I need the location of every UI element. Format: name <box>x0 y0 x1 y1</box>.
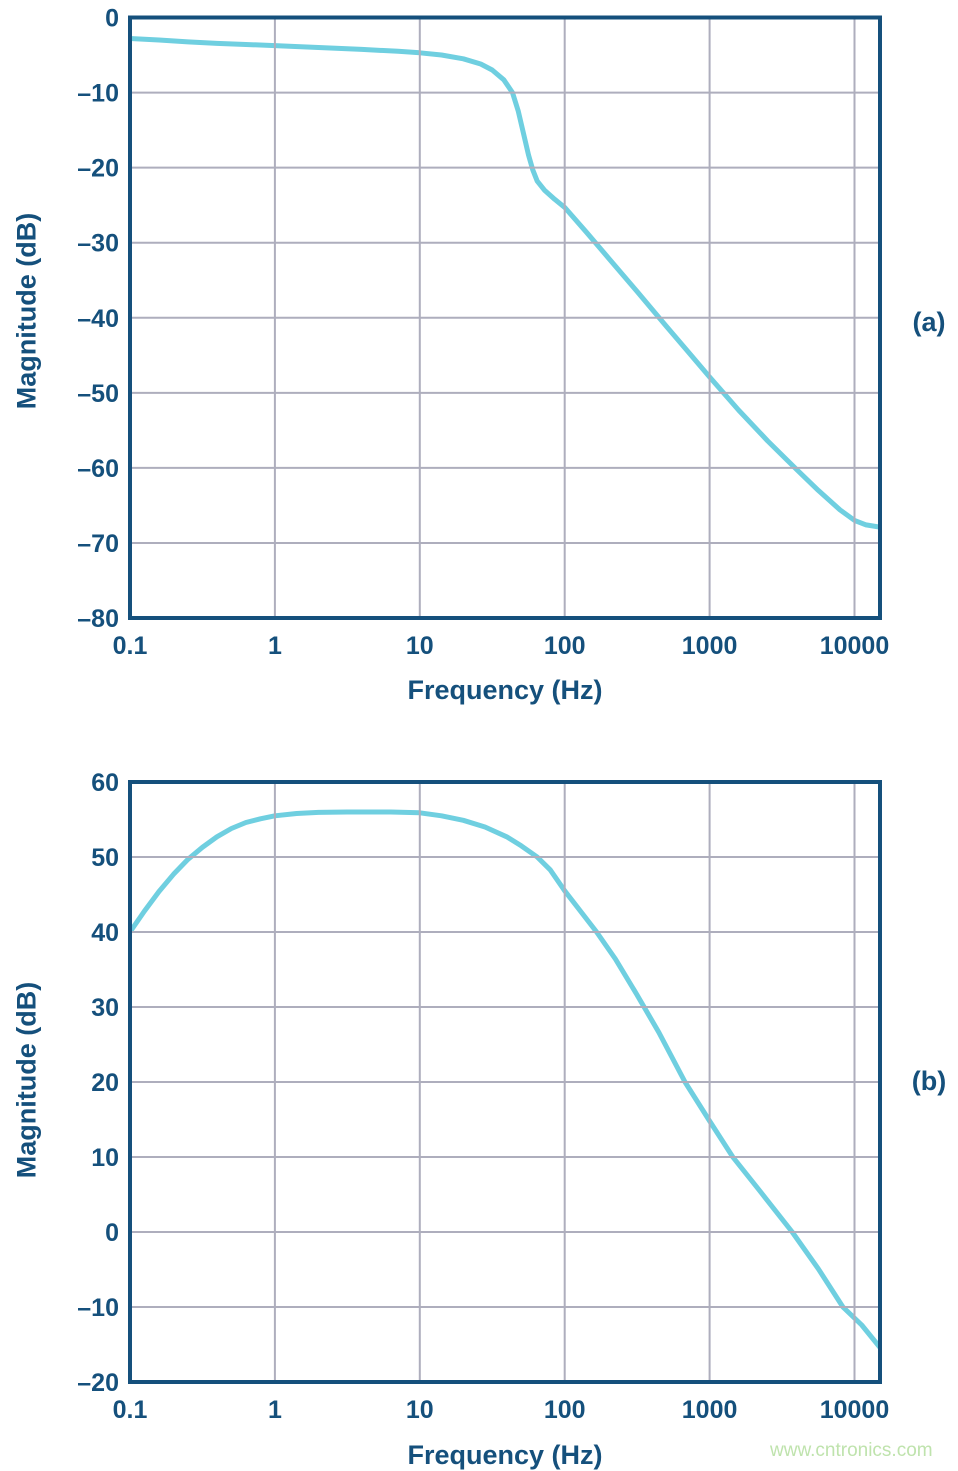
x-axis-label-b: Frequency (Hz) <box>407 1440 603 1470</box>
panel-label-b: (b) <box>911 1066 947 1096</box>
plot-frame <box>128 15 882 620</box>
y-tick-label: 30 <box>91 994 119 1022</box>
x-tick-label: 1000 <box>682 1396 738 1424</box>
magnitude-response-curve <box>130 36 880 530</box>
y-tick-label: –50 <box>77 380 119 408</box>
x-tick-label: 10000 <box>820 1396 890 1424</box>
x-tick-label: 1 <box>268 632 282 660</box>
y-tick-label: –30 <box>77 230 119 258</box>
x-tick-label: 1 <box>268 1396 282 1424</box>
y-tick-label: 0 <box>105 5 119 33</box>
y-tick-label: –20 <box>77 1369 119 1397</box>
y-axis-label-b: Magnitude (dB) <box>11 981 42 1179</box>
y-tick-label: 50 <box>91 844 119 872</box>
y-axis-label-a: Magnitude (dB) <box>11 212 42 410</box>
x-tick-label: 10 <box>406 632 434 660</box>
y-tick-label: –80 <box>77 605 119 633</box>
chart-a-graphics: 0.1 1 10 100 1000 10000 0 –10 –20 –30 –40 –50 –60 –70… <box>77 5 889 661</box>
y-tick-label: –40 <box>77 305 119 333</box>
watermark: www.cntronics.com <box>770 1440 933 1461</box>
y-tick-label: 60 <box>91 769 119 797</box>
y-tick-label: 20 <box>91 1069 119 1097</box>
y-tick-label: 0 <box>105 1219 119 1247</box>
x-tick-label: 0.1 <box>113 1396 148 1424</box>
y-tick-label: –20 <box>77 155 119 183</box>
x-tick-label: 10000 <box>820 632 890 660</box>
x-axis-label-a: Frequency (Hz) <box>407 675 603 705</box>
y-tick-label: 40 <box>91 919 119 947</box>
x-tick-label: 0.1 <box>113 632 148 660</box>
magnitude-response-curve <box>130 809 880 1350</box>
x-tick-label: 100 <box>544 632 586 660</box>
x-tick-label: 100 <box>544 1396 586 1424</box>
plot-frame <box>128 780 882 1384</box>
panel-label-a: (a) <box>912 307 946 337</box>
y-tick-label: –10 <box>77 80 119 108</box>
x-tick-label: 1000 <box>682 632 738 660</box>
y-tick-label: –60 <box>77 455 119 483</box>
y-tick-label: 10 <box>91 1144 119 1172</box>
y-tick-label: –70 <box>77 530 119 558</box>
y-tick-label: –10 <box>77 1294 119 1322</box>
x-tick-label: 10 <box>406 1396 434 1424</box>
